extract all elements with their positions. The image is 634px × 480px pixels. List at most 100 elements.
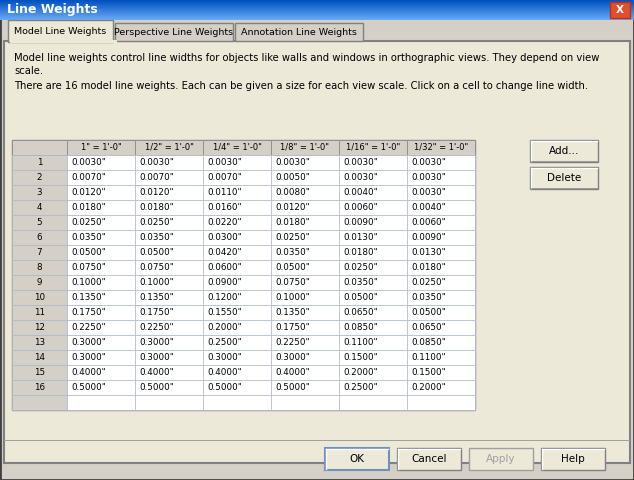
Bar [0,9,634,10]
Bar [135,350,203,365]
Bar [203,395,271,410]
Bar [135,200,203,215]
Bar [135,185,203,200]
Bar [67,290,135,305]
Text: 0.0900": 0.0900" [207,278,242,288]
Text: 0.0120": 0.0120" [275,204,309,212]
Bar [203,200,271,215]
Bar [0,1,634,2]
Bar [0,12,634,13]
Bar [271,320,339,335]
Bar [339,365,407,380]
Text: 0.0180": 0.0180" [275,218,310,228]
Bar [530,140,598,162]
Bar [12,170,67,185]
Text: 0.0130": 0.0130" [343,233,378,242]
Text: X: X [616,5,624,15]
Text: 0.3000": 0.3000" [139,353,174,362]
Bar [67,395,135,410]
Bar [271,140,339,155]
Text: 4: 4 [37,204,42,212]
Text: 0.0500": 0.0500" [343,293,378,302]
Text: 1/32" = 1'-0": 1/32" = 1'-0" [414,143,468,152]
Bar [12,365,67,380]
Text: 0.1750": 0.1750" [139,308,174,317]
Bar [271,395,339,410]
Bar [203,380,271,395]
Bar [407,170,475,185]
Bar [0,8,634,9]
Text: Delete: Delete [547,173,581,183]
Text: 0.0090": 0.0090" [411,233,446,242]
Bar [0,3,634,4]
Text: 0.1750": 0.1750" [71,308,106,317]
Bar [12,140,475,410]
Bar [339,185,407,200]
Bar [0,4,634,5]
Bar [67,215,135,230]
Bar [67,350,135,365]
Text: 2: 2 [37,173,42,182]
Bar [271,260,339,275]
Text: 0.1500": 0.1500" [343,353,378,362]
Text: 15: 15 [34,368,45,377]
Text: Model line weights control line widths for objects like walls and windows in ort: Model line weights control line widths f… [14,53,599,63]
Text: 0.0030": 0.0030" [411,188,446,197]
Text: 7: 7 [37,248,42,257]
Bar [407,155,475,170]
Bar [203,320,271,335]
Bar [407,185,475,200]
Text: 0.3000": 0.3000" [71,338,106,348]
Text: Perspective Line Weights: Perspective Line Weights [115,28,233,37]
Text: 0.0650": 0.0650" [343,308,378,317]
Bar [203,140,271,155]
Bar [12,305,67,320]
Text: 0.2000": 0.2000" [343,368,378,377]
Text: 0.0070": 0.0070" [71,173,106,182]
Text: 0.0500": 0.0500" [71,248,106,257]
Bar [203,260,271,275]
Text: 0.1000": 0.1000" [71,278,106,288]
Text: 0.1100": 0.1100" [411,353,446,362]
Bar [0,17,634,18]
Bar [12,200,67,215]
Text: 5: 5 [37,218,42,228]
Bar [271,335,339,350]
Text: 0.3000": 0.3000" [207,353,242,362]
Text: 0.0850": 0.0850" [343,324,378,332]
Bar [271,155,339,170]
Bar [339,395,407,410]
Bar [339,215,407,230]
Bar [135,320,203,335]
Text: 0.1200": 0.1200" [207,293,242,302]
Bar [12,275,67,290]
Bar [12,350,67,365]
Bar [12,245,67,260]
Bar [469,448,533,470]
Bar [235,23,363,41]
Bar [407,230,475,245]
Text: 0.0080": 0.0080" [275,188,310,197]
Bar [407,275,475,290]
Text: 0.0110": 0.0110" [207,188,242,197]
Text: 1/8" = 1'-0": 1/8" = 1'-0" [280,143,330,152]
Bar [0,0,634,1]
Text: 0.0070": 0.0070" [207,173,242,182]
Bar [135,380,203,395]
Text: 12: 12 [34,324,45,332]
Text: 0.0750": 0.0750" [139,264,174,272]
Bar [407,380,475,395]
Text: 10: 10 [34,293,45,302]
Text: 0.0750": 0.0750" [275,278,310,288]
Bar [203,350,271,365]
Text: 1" = 1'-0": 1" = 1'-0" [81,143,121,152]
Text: 0.0500": 0.0500" [411,308,446,317]
Bar [203,290,271,305]
Bar [271,365,339,380]
Bar [407,245,475,260]
Text: 1/2" = 1'-0": 1/2" = 1'-0" [145,143,193,152]
Bar [339,230,407,245]
Text: 0.0180": 0.0180" [411,264,446,272]
Bar [339,290,407,305]
Text: 0.0030": 0.0030" [275,158,310,168]
